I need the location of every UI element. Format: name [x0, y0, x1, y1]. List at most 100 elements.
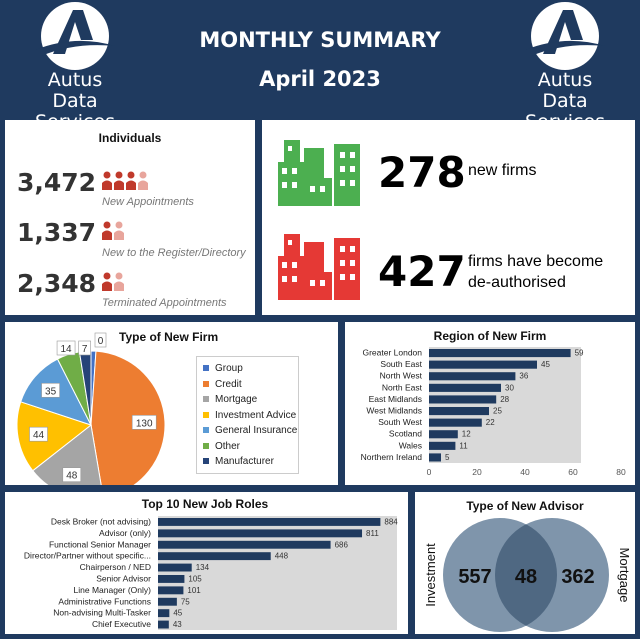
region-category-label: South West	[378, 417, 422, 427]
advisor-venn-diagram: Type of New Advisor 557 48 362 Investment Mor…	[423, 499, 632, 632]
region-bar	[429, 441, 456, 450]
pie-data-label-box	[56, 340, 76, 356]
pie-data-label: 35	[45, 386, 57, 397]
legend-label: Other	[215, 440, 241, 452]
jobs-bar	[158, 563, 192, 572]
legend-label: Credit	[215, 378, 242, 390]
legend-swatch	[203, 396, 209, 403]
pie-data-label: 48	[66, 471, 78, 482]
jobs-bar	[158, 620, 169, 629]
region-x-tick: 60	[568, 467, 578, 477]
legend-label: Manufacturer	[215, 456, 274, 467]
region-bar	[429, 383, 501, 392]
region-bar	[429, 407, 489, 416]
venn-right-value: 362	[561, 566, 594, 588]
region-value-label: 28	[500, 395, 509, 404]
region-bar	[429, 430, 458, 439]
pie-legend: Group Credit Mortgage Investment Advice Gene…	[196, 356, 299, 474]
legend-swatch	[203, 411, 209, 418]
region-bar-chart: Region of New Firm Greater London 59 South …	[361, 329, 626, 477]
pie-data-label-box	[94, 332, 107, 348]
brand-name: Autus	[537, 69, 593, 91]
venn-left-label: Investment	[423, 543, 438, 607]
region-value-label: 59	[575, 349, 584, 358]
region-x-tick: 20	[472, 467, 482, 477]
buildings-red-icon	[278, 234, 360, 300]
page-title: MONTHLY SUMMARY	[199, 28, 441, 52]
jobs-value-label: 811	[366, 529, 379, 538]
new-to-register-value: 1,337	[17, 218, 97, 247]
legend-item-general-insurance: General Insurance	[203, 425, 297, 436]
pie-slice-mortgage	[32, 424, 102, 485]
region-bar	[429, 372, 516, 381]
region-bar	[429, 349, 571, 358]
jobs-category-label: Chief Executive	[92, 619, 151, 629]
new-firms-value: 278	[378, 148, 466, 197]
jobs-category-label: Functional Senior Manager	[49, 539, 151, 549]
jobs-bar	[158, 552, 271, 561]
legend-item-group: Group	[203, 363, 243, 374]
jobs-value-label: 448	[275, 552, 289, 561]
legend-label: Mortgage	[215, 394, 258, 405]
pie-data-label: 0	[98, 336, 104, 347]
jobs-value-label: 101	[187, 586, 201, 595]
individuals-panel: Individuals 3,472 New Appointments 1,337…	[5, 120, 255, 315]
pie-data-label-box	[131, 415, 157, 430]
jobs-category-label: Senior Advisor	[96, 574, 151, 584]
legend-item-investment-advice: Investment Advice	[203, 410, 296, 421]
job-roles-bar-chart: Top 10 New Job Roles Desk Broker (not adv…	[24, 497, 398, 630]
region-value-label: 5	[445, 453, 450, 462]
jobs-value-label: 45	[173, 609, 182, 618]
jobs-value-label: 43	[173, 620, 182, 629]
legend-item-credit: Credit	[203, 379, 242, 390]
legend-swatch	[203, 380, 209, 387]
terminated-appointments-label: Terminated Appointments	[102, 297, 227, 309]
region-bar	[429, 395, 497, 404]
legend-item-manufacturer: Manufacturer	[203, 456, 274, 467]
legend-label: Investment Advice	[215, 409, 297, 421]
region-category-label: West Midlands	[366, 406, 422, 416]
region-bar	[429, 453, 441, 462]
venn-overlap	[495, 518, 557, 632]
jobs-bar	[158, 518, 381, 526]
pie-chart: 130 48 44 35 14 70	[16, 332, 166, 485]
region-value-label: 45	[541, 360, 550, 369]
people-2-icon	[102, 221, 124, 240]
firm-type-panel: Type of New Firm 130 48 44 35 14 7 0 Group Cred…	[5, 322, 338, 485]
pie-data-label-box	[29, 426, 48, 442]
region-bar	[429, 360, 537, 369]
jobs-bar	[158, 540, 331, 549]
legend-item-mortgage: Mortgage	[203, 394, 257, 405]
page-subtitle: April 2023	[259, 67, 381, 91]
firms-panel: 278 new firms 427 firms have become de-a…	[262, 120, 635, 315]
jobs-value-label: 884	[384, 518, 398, 527]
jobs-category-label: Advisor (only)	[99, 528, 151, 538]
region-value-label: 12	[462, 430, 471, 439]
pie-data-label: 130	[136, 418, 153, 429]
jobs-category-label: Desk Broker (not advising)	[51, 517, 151, 527]
jobs-value-label: 686	[335, 540, 349, 549]
venn-right-label: Mortgage	[617, 548, 632, 603]
people-2-icon	[102, 272, 124, 291]
logo-left: Autus Data Services	[15, 0, 135, 133]
jobs-category-label: Administrative Functions	[58, 596, 151, 606]
deauth-firms-label-1: firms have become	[468, 253, 604, 270]
region-category-label: Greater London	[362, 348, 422, 358]
logo-emblem-icon	[35, 2, 115, 70]
deauth-firms-label-2: de-authorised	[468, 274, 566, 291]
advisor-panel: Type of New Advisor 557 48 362 Investment Mor…	[415, 492, 635, 634]
legend-swatch	[203, 458, 209, 465]
region-panel: Region of New Firm Greater London 59 South …	[345, 322, 635, 485]
pie-slice-credit	[90, 350, 166, 485]
venn-title: Type of New Advisor	[466, 499, 584, 513]
region-x-tick: 80	[616, 467, 626, 477]
jobs-category-label: Chairperson / NED	[80, 562, 151, 572]
region-category-label: North West	[380, 371, 423, 381]
new-appointments-value: 3,472	[17, 168, 97, 197]
region-category-label: South East	[380, 359, 422, 369]
jobs-category-label: Non-advising Multi-Tasker	[53, 608, 151, 618]
jobs-bar	[158, 597, 177, 606]
region-bar	[429, 418, 482, 427]
new-appointments-label: New Appointments	[102, 196, 194, 208]
region-value-label: 36	[519, 372, 528, 381]
